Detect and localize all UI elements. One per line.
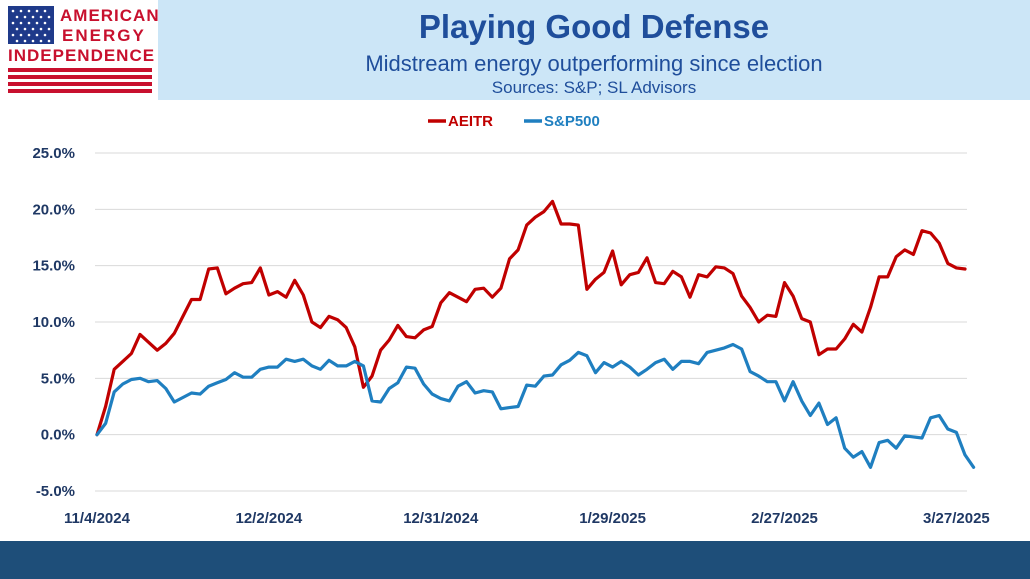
y-tick-label: 25.0% bbox=[32, 145, 75, 162]
logo: AMERICAN ENERGY INDEPENDENCE bbox=[0, 0, 160, 100]
series-line-sp500 bbox=[95, 342, 976, 469]
flag-stripes-icon bbox=[8, 68, 152, 93]
series-line-aeitr bbox=[95, 199, 967, 437]
sources-note: Sources: S&P; SL Advisors bbox=[491, 78, 697, 97]
y-tick-label: 15.0% bbox=[32, 258, 75, 275]
y-tick-label: 5.0% bbox=[41, 370, 75, 387]
x-tick-label: 12/31/2024 bbox=[403, 510, 479, 527]
legend-label: S&P500 bbox=[544, 113, 600, 130]
us-flag-icon bbox=[8, 6, 54, 44]
x-tick-label: 12/2/2024 bbox=[236, 510, 303, 527]
x-axis-ticks: 11/4/2024 12/2/2024 12/31/2024 1/29/2025 2/2… bbox=[64, 510, 990, 527]
logo-line-2: ENERGY bbox=[62, 26, 146, 45]
header-band bbox=[158, 0, 1030, 100]
line-chart: -5.0% 0.0% 5.0% 10.0% 15.0% 20.0% 25.0% 11/4/2… bbox=[32, 113, 990, 527]
logo-line-3: INDEPENDENCE bbox=[8, 46, 156, 65]
x-tick-label: 11/4/2024 bbox=[64, 510, 131, 527]
x-tick-label: 3/27/2025 bbox=[923, 510, 990, 527]
chart-series bbox=[95, 199, 976, 469]
logo-line-1: AMERICAN bbox=[60, 6, 160, 25]
chart-grid bbox=[95, 152, 967, 492]
footer-band bbox=[0, 541, 1030, 579]
x-tick-label: 2/27/2025 bbox=[751, 510, 818, 527]
page-subtitle: Midstream energy outperforming since ele… bbox=[365, 51, 823, 76]
legend-label: AEITR bbox=[448, 113, 493, 130]
y-tick-label: 10.0% bbox=[32, 314, 75, 331]
page-title: Playing Good Defense bbox=[418, 8, 770, 45]
chart-legend: AEITR S&P500 bbox=[428, 113, 600, 130]
y-tick-label: 0.0% bbox=[41, 427, 75, 444]
x-tick-label: 1/29/2025 bbox=[579, 510, 646, 527]
y-tick-label: -5.0% bbox=[36, 483, 75, 500]
y-tick-label: 20.0% bbox=[32, 201, 75, 218]
y-axis-ticks: -5.0% 0.0% 5.0% 10.0% 15.0% 20.0% 25.0% bbox=[32, 145, 75, 500]
